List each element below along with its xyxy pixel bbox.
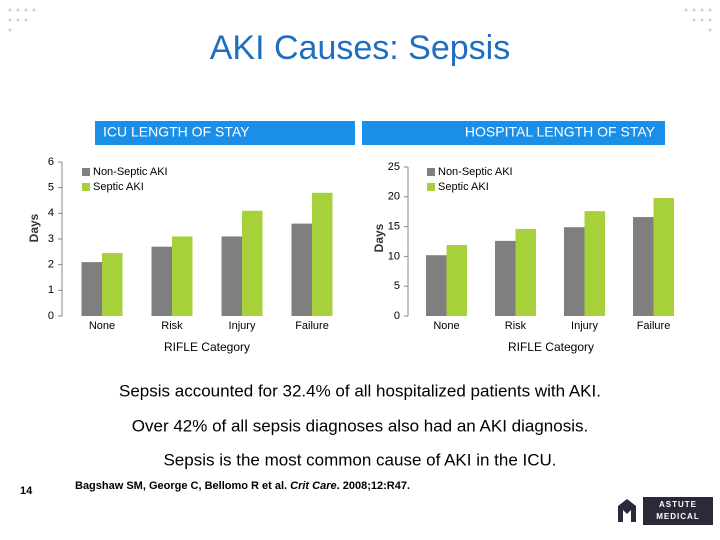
legend-swatch [82, 183, 90, 191]
x-tick-label: Risk [161, 320, 183, 332]
note: Over 42% of all sepsis diagnoses also ha… [132, 416, 588, 435]
bar [102, 253, 123, 316]
citation-journal: Crit Care [290, 480, 336, 492]
y-tick-label: 0 [48, 310, 54, 322]
chart-title: HOSPITAL LENGTH OF STAY [465, 124, 656, 140]
x-axis-label: RIFLE Category [508, 340, 594, 354]
logo-box [643, 497, 713, 525]
x-tick-label: Failure [637, 320, 671, 332]
slide-title: AKI Causes: Sepsis [210, 29, 510, 67]
chart-header [362, 121, 665, 145]
logo-icon [618, 499, 636, 522]
bar [564, 227, 585, 316]
y-axis-label: Days [27, 213, 41, 242]
note: Sepsis is the most common cause of AKI i… [163, 450, 556, 469]
y-tick-label: 4 [48, 207, 54, 219]
x-tick-label: Risk [505, 320, 527, 332]
legend-swatch [82, 168, 90, 176]
citation-part: . 2008;12:R47. [337, 480, 410, 492]
legend-swatch [427, 168, 435, 176]
bar [221, 236, 242, 316]
x-tick-label: Failure [295, 320, 329, 332]
bar [242, 210, 263, 316]
y-tick-label: 25 [388, 161, 400, 173]
note: Sepsis accounted for 32.4% of all hospit… [119, 381, 601, 400]
citation: Bagshaw SM, George C, Bellomo R et al. C… [75, 480, 410, 492]
y-tick-label: 15 [388, 221, 400, 233]
y-tick-label: 0 [394, 310, 400, 322]
bar [446, 245, 467, 316]
y-axis-label: Days [372, 223, 386, 252]
legend-swatch [427, 183, 435, 191]
bar [312, 192, 333, 316]
bar [151, 246, 172, 316]
bar [495, 240, 516, 316]
x-tick-label: Injury [229, 320, 256, 332]
bar [653, 197, 674, 316]
y-tick-label: 6 [48, 156, 54, 168]
logo-text: ASTUTE [659, 500, 697, 509]
y-tick-label: 20 [388, 191, 400, 203]
y-tick-label: 5 [394, 280, 400, 292]
citation-part: Bagshaw SM, George C, Bellomo R et al. [75, 480, 290, 492]
x-tick-label: None [89, 320, 115, 332]
bar [633, 217, 654, 316]
y-tick-label: 2 [48, 259, 54, 271]
bar [426, 255, 447, 316]
x-axis-label: RIFLE Category [164, 340, 250, 354]
bar [291, 223, 312, 316]
y-tick-label: 1 [48, 284, 54, 296]
corner-dots [8, 8, 712, 32]
y-tick-label: 5 [48, 182, 54, 194]
chart-title: ICU LENGTH OF STAY [103, 124, 250, 140]
chart-header [95, 121, 355, 145]
bar [81, 262, 102, 316]
y-tick-label: 3 [48, 233, 54, 245]
y-tick-label: 10 [388, 250, 400, 262]
bar [584, 211, 605, 316]
x-tick-label: None [433, 320, 459, 332]
bar [172, 236, 193, 316]
legend-label: Non-Septic AKI [438, 166, 513, 178]
legend-label: Septic AKI [438, 181, 489, 193]
legend-label: Non-Septic AKI [93, 166, 168, 178]
logo-text: MEDICAL [656, 512, 699, 521]
bar [515, 228, 536, 316]
x-tick-label: Injury [571, 320, 598, 332]
legend-label: Septic AKI [93, 181, 144, 193]
page-number: 14 [20, 485, 33, 497]
